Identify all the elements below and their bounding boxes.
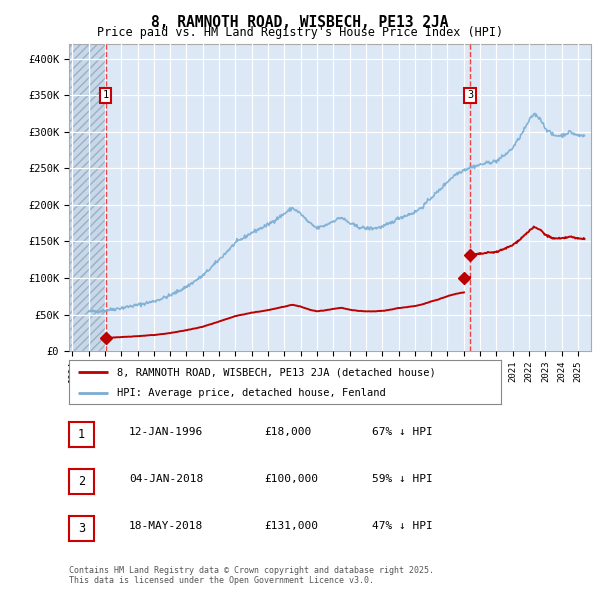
Text: 1: 1	[78, 428, 85, 441]
Text: 2: 2	[78, 475, 85, 488]
Text: 67% ↓ HPI: 67% ↓ HPI	[372, 427, 433, 437]
Text: 3: 3	[78, 522, 85, 535]
Text: Price paid vs. HM Land Registry's House Price Index (HPI): Price paid vs. HM Land Registry's House …	[97, 26, 503, 39]
Text: £131,000: £131,000	[264, 522, 318, 531]
Text: 12-JAN-1996: 12-JAN-1996	[129, 427, 203, 437]
Text: 04-JAN-2018: 04-JAN-2018	[129, 474, 203, 484]
Text: 3: 3	[467, 90, 473, 100]
Text: £18,000: £18,000	[264, 427, 311, 437]
Text: 18-MAY-2018: 18-MAY-2018	[129, 522, 203, 531]
Text: 47% ↓ HPI: 47% ↓ HPI	[372, 522, 433, 531]
Bar	[69, 44, 105, 351]
Text: 1: 1	[103, 90, 109, 100]
Text: 59% ↓ HPI: 59% ↓ HPI	[372, 474, 433, 484]
Text: 8, RAMNOTH ROAD, WISBECH, PE13 2JA (detached house): 8, RAMNOTH ROAD, WISBECH, PE13 2JA (deta…	[116, 368, 435, 377]
Text: 8, RAMNOTH ROAD, WISBECH, PE13 2JA: 8, RAMNOTH ROAD, WISBECH, PE13 2JA	[151, 15, 449, 30]
Text: Contains HM Land Registry data © Crown copyright and database right 2025.
This d: Contains HM Land Registry data © Crown c…	[69, 566, 434, 585]
Text: HPI: Average price, detached house, Fenland: HPI: Average price, detached house, Fenl…	[116, 388, 385, 398]
Text: £100,000: £100,000	[264, 474, 318, 484]
